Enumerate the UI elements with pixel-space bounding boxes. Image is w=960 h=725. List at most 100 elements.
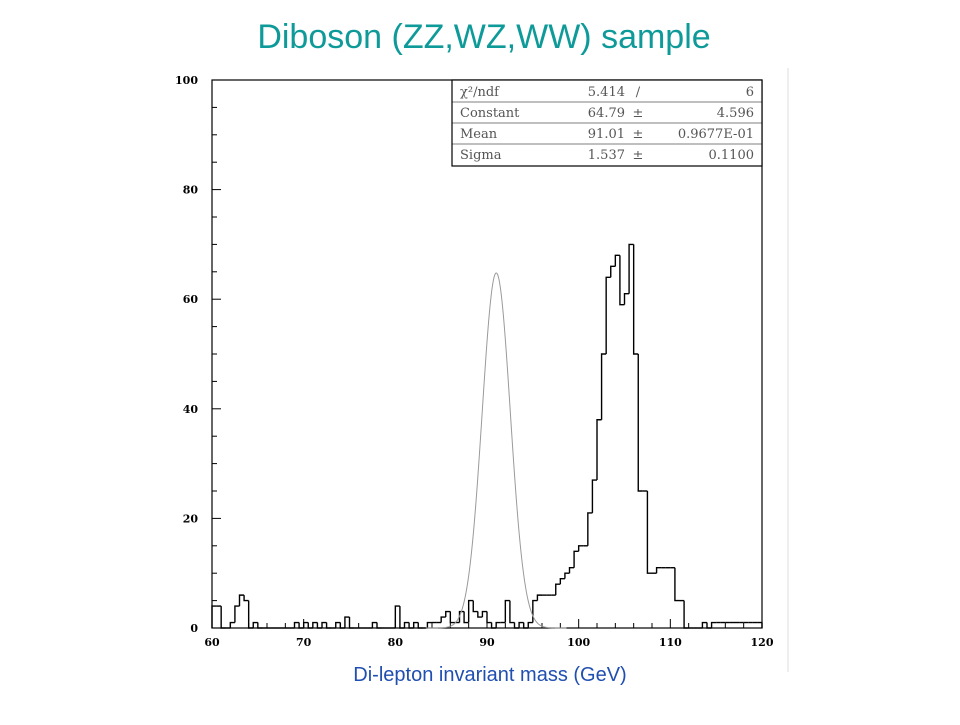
histogram-bin [683, 600, 689, 629]
histogram-bin [408, 622, 414, 629]
histogram-bin [325, 622, 332, 629]
stats-separator: ± [633, 148, 644, 163]
stats-error: 0.9677E-01 [678, 127, 754, 142]
y-tick-label: 100 [175, 74, 198, 87]
histogram-bin [445, 610, 451, 618]
y-tick-label: 40 [183, 403, 199, 416]
histogram-bin [339, 622, 345, 629]
histogram-bin [252, 621, 258, 628]
histogram-bin [591, 479, 597, 513]
histogram-bin [527, 621, 533, 628]
fit-stats-box: χ²/ndf 5.414 / 6 Constant 64.79 ±4.596 Mean 91.0… [451, 79, 763, 167]
histogram-bin [655, 567, 662, 574]
stats-error: 4.596 [717, 106, 754, 121]
histogram-bin [348, 617, 355, 629]
histogram-bin [477, 611, 483, 618]
y-tick-label: 80 [183, 184, 199, 197]
x-tick-label: 70 [296, 636, 312, 649]
histogram-bin [234, 605, 240, 623]
histogram-bin [440, 616, 446, 623]
histogram-bin [486, 611, 492, 624]
histogram-bin [573, 550, 579, 568]
stats-separator: ± [633, 106, 644, 121]
histogram-bin [426, 621, 432, 628]
histogram-bin [467, 599, 474, 623]
histogram-bin [490, 622, 497, 629]
histogram-bin [394, 605, 400, 628]
stats-error: 6 [746, 85, 754, 100]
histogram-bin [600, 353, 607, 420]
histogram-bin [628, 243, 634, 294]
x-tick-label: 110 [659, 636, 682, 649]
histogram-bin [220, 606, 226, 629]
histogram-bars [211, 243, 763, 629]
histogram-bin [298, 622, 304, 629]
histogram-bin [316, 622, 322, 629]
histogram-bin [371, 621, 377, 628]
stats-label: Constant [460, 106, 520, 121]
histogram-bin [632, 244, 639, 355]
histogram-bin [596, 419, 602, 481]
histogram-bin [412, 621, 419, 628]
histogram-bin [458, 610, 465, 623]
x-tick-label: 90 [479, 636, 495, 649]
stats-label: Sigma [460, 148, 502, 163]
histogram-bin [504, 599, 510, 623]
histogram-bin [587, 512, 593, 546]
histogram-bin [417, 622, 423, 629]
histogram-bin [710, 621, 717, 628]
histogram-bin [302, 621, 309, 628]
histogram-bin [293, 621, 300, 628]
histogram-bin [321, 621, 327, 628]
histogram-bin [518, 621, 524, 628]
histogram-bin [344, 616, 350, 628]
stats-value: 64.79 [588, 106, 625, 121]
y-tick-label: 60 [183, 293, 199, 306]
histogram-bin [335, 621, 341, 628]
histogram-bin [706, 622, 712, 629]
stats-value: 1.537 [588, 148, 625, 163]
histogram-bin [536, 594, 542, 601]
histogram-bin [559, 577, 565, 585]
histogram-bin [247, 600, 254, 629]
histogram-bin [495, 621, 501, 628]
histogram-bin [472, 600, 478, 613]
histogram-bin [312, 621, 318, 628]
histogram-bin [399, 606, 405, 629]
histogram-bin [614, 254, 620, 267]
histogram-bin [463, 611, 469, 624]
stats-separator: / [636, 85, 641, 100]
x-tick-label: 60 [204, 636, 220, 649]
histogram-bin [513, 622, 520, 629]
histogram-bin [522, 622, 529, 629]
stats-label: Mean [460, 127, 498, 142]
histogram-bin [605, 276, 611, 354]
histogram-bin [211, 605, 217, 628]
histogram-bin [403, 621, 410, 628]
histogram-bin [555, 583, 561, 596]
histogram-bin [376, 622, 382, 629]
histogram-bin [619, 255, 625, 306]
histogram-bin [610, 265, 616, 278]
histogram-bin [307, 622, 313, 629]
histogram-bin [637, 354, 643, 492]
page-title: Diboson (ZZ,WZ,WW) sample [257, 18, 711, 56]
x-tick-label: 80 [388, 636, 404, 649]
histogram-bin [674, 567, 680, 602]
histogram-bin [701, 621, 707, 628]
histogram-bin [238, 594, 245, 607]
gaussian-fit-curve [425, 272, 567, 629]
y-tick-label: 0 [190, 622, 198, 635]
stats-value: 5.414 [588, 85, 625, 100]
x-axis-caption: Di-lepton invariant mass (GeV) [353, 664, 627, 686]
histogram-bin [646, 491, 652, 574]
histogram-bin [229, 621, 235, 628]
histogram-bin [481, 610, 487, 618]
x-tick-label: 100 [567, 636, 590, 649]
stats-value: 91.01 [588, 127, 625, 142]
stats-error: 0.1100 [709, 148, 755, 163]
y-tick-label: 20 [183, 512, 199, 525]
histogram-bin [509, 600, 515, 624]
